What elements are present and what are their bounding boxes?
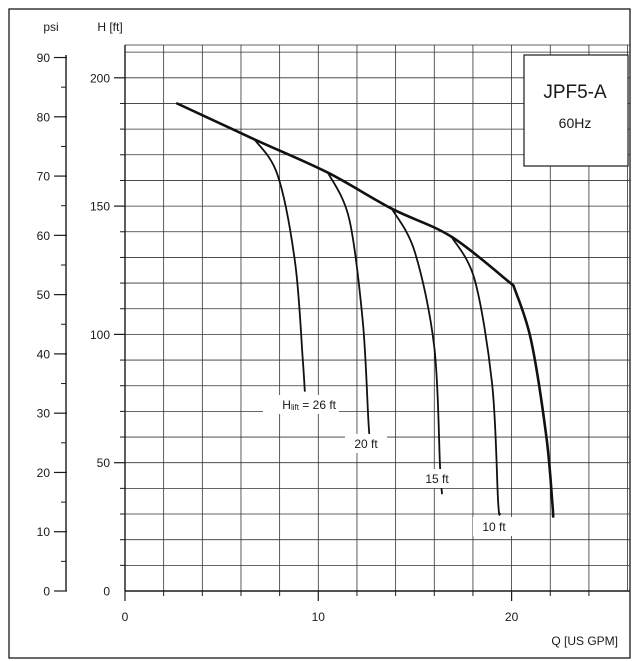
curve-label-background (416, 469, 458, 488)
h-axis-tick-label: 100 (90, 328, 110, 342)
curve-label-background (345, 434, 387, 453)
curve-labels: Hlift = 26 ft 20 ft 15 ft 10 ft (263, 395, 515, 536)
main-performance-curve (175, 102, 515, 287)
curve-label-main: H (282, 398, 291, 412)
q-axis-tick-label: 20 (505, 610, 519, 624)
q-axis-unit: Q [US GPM] (551, 634, 618, 648)
curve-label: Hlift = 26 ft (282, 398, 336, 412)
curve-label-sub: lift (291, 403, 300, 412)
q-axis-tick-label: 0 (122, 610, 129, 624)
curve-label-background (473, 517, 515, 536)
model-title: JPF5-A (543, 82, 607, 103)
psi-axis-tick-label: 70 (37, 170, 51, 184)
h-axis-unit: H [ft] (97, 20, 122, 34)
psi-axis-tick-label: 80 (37, 110, 51, 124)
psi-axis-unit: psi (43, 20, 58, 34)
curve-label-background (263, 395, 339, 414)
q-axis-tick-label: 10 (312, 610, 326, 624)
lift-curve-0 (253, 138, 306, 392)
psi-axis-tick-label: 0 (43, 585, 50, 599)
psi-axis-tick-label: 40 (37, 347, 51, 361)
curve-label: 20 ft (354, 437, 378, 451)
psi-axis-tick-label: 50 (37, 288, 51, 302)
lift-curve-4 (512, 284, 555, 518)
psi-axis-tick-label: 60 (37, 229, 51, 243)
curves (175, 102, 555, 518)
lift-curve-1 (327, 171, 372, 444)
curve-label: 15 ft (425, 472, 449, 486)
h-axis-tick-label: 0 (103, 585, 110, 599)
h-axis-tick-label: 200 (90, 71, 110, 85)
h-axis-tick-label: 150 (90, 200, 110, 214)
model-box (523, 54, 629, 167)
psi-axis-tick-label: 10 (37, 525, 51, 539)
psi-axis-tick-label: 20 (37, 466, 51, 480)
model-frequency: 60Hz (559, 115, 592, 131)
curve-label-rest: = 26 ft (299, 398, 337, 412)
psi-axis-tick-label: 30 (37, 407, 51, 421)
curve-label: 10 ft (482, 520, 506, 534)
lift-curve-3 (450, 236, 501, 516)
h-axis-tick-label: 50 (97, 456, 111, 470)
psi-axis-tick-label: 90 (37, 51, 51, 65)
